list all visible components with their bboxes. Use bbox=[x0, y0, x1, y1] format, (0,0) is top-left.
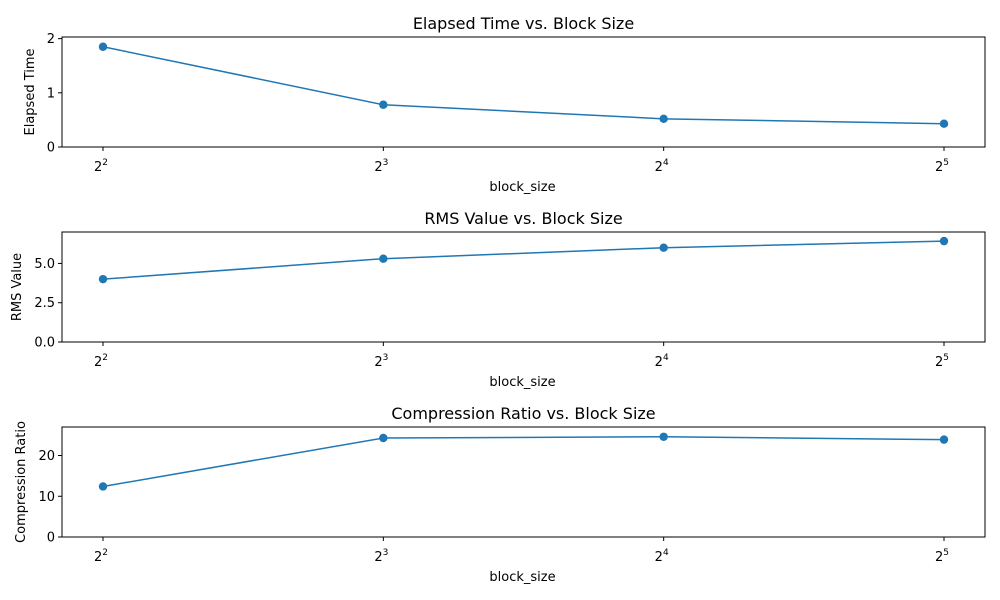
x-tick-label: 22 bbox=[94, 158, 108, 175]
data-point bbox=[98, 482, 108, 491]
chart-title: Elapsed Time vs. Block Size bbox=[413, 14, 634, 33]
data-point bbox=[939, 236, 949, 246]
y-tick-label: 5.0 bbox=[34, 257, 55, 272]
x-tick-label: 24 bbox=[655, 158, 669, 175]
data-point bbox=[939, 119, 949, 128]
x-tick-exponent: 2 bbox=[102, 353, 108, 363]
x-tick-exponent: 5 bbox=[943, 158, 949, 168]
x-tick-label: 23 bbox=[374, 353, 388, 370]
data-point bbox=[379, 100, 388, 109]
x-tick-base: 2 bbox=[655, 160, 663, 175]
x-tick-label: 22 bbox=[94, 353, 108, 370]
chart-title: Compression Ratio vs. Block Size bbox=[391, 404, 655, 423]
x-tick-base: 2 bbox=[655, 550, 663, 565]
x-tick-exponent: 5 bbox=[943, 548, 949, 558]
x-tick-base: 2 bbox=[655, 355, 663, 370]
data-point bbox=[98, 274, 108, 284]
axes-frame bbox=[61, 36, 986, 148]
x-tick-label: 23 bbox=[374, 158, 388, 175]
series-line bbox=[102, 46, 945, 125]
x-tick-label: 23 bbox=[374, 548, 388, 565]
data-point bbox=[98, 42, 108, 51]
y-axis-label: Compression Ratio bbox=[14, 421, 29, 543]
x-tick-label: 25 bbox=[935, 548, 949, 565]
y-tick-label: 0 bbox=[47, 141, 55, 156]
x-axis-label: block_size bbox=[489, 570, 555, 585]
x-tick-exponent: 2 bbox=[102, 548, 108, 558]
y-tick-label: 0 bbox=[47, 531, 55, 546]
data-point bbox=[659, 243, 668, 252]
x-tick-exponent: 4 bbox=[663, 548, 669, 558]
x-tick-label: 25 bbox=[935, 158, 949, 175]
x-tick-base: 2 bbox=[94, 550, 102, 565]
x-tick-label: 24 bbox=[655, 548, 669, 565]
x-tick-exponent: 3 bbox=[383, 158, 389, 168]
data-point bbox=[659, 432, 668, 441]
data-point bbox=[379, 254, 388, 263]
x-axis-label: block_size bbox=[489, 375, 555, 390]
series-line bbox=[102, 436, 945, 488]
x-tick-base: 2 bbox=[374, 550, 382, 565]
x-tick-base: 2 bbox=[935, 550, 943, 565]
y-tick-label: 10 bbox=[38, 490, 55, 505]
x-tick-base: 2 bbox=[935, 160, 943, 175]
data-point bbox=[379, 433, 388, 443]
x-tick-label: 24 bbox=[655, 353, 669, 370]
x-tick-exponent: 5 bbox=[943, 353, 949, 363]
x-tick-base: 2 bbox=[94, 160, 102, 175]
axes-frame bbox=[61, 231, 986, 343]
chart-title: RMS Value vs. Block Size bbox=[424, 209, 622, 228]
y-axis-label: RMS Value bbox=[10, 253, 25, 321]
x-tick-base: 2 bbox=[94, 355, 102, 370]
y-tick-label: 2 bbox=[47, 32, 55, 47]
x-tick-exponent: 4 bbox=[663, 158, 669, 168]
x-tick-exponent: 3 bbox=[383, 353, 389, 363]
y-tick-label: 2.5 bbox=[34, 296, 55, 311]
x-tick-exponent: 2 bbox=[102, 158, 108, 168]
x-tick-label: 22 bbox=[94, 548, 108, 565]
x-tick-exponent: 4 bbox=[663, 353, 669, 363]
y-axis-label: Elapsed Time bbox=[23, 48, 38, 135]
x-tick-base: 2 bbox=[374, 160, 382, 175]
y-tick-label: 1 bbox=[47, 86, 55, 101]
data-point bbox=[659, 114, 668, 124]
x-axis-label: block_size bbox=[489, 180, 555, 195]
x-tick-label: 25 bbox=[935, 353, 949, 370]
x-tick-exponent: 3 bbox=[383, 548, 389, 558]
y-tick-label: 0.0 bbox=[34, 336, 55, 351]
series-line bbox=[102, 240, 945, 280]
axes-frame bbox=[61, 426, 986, 538]
x-tick-base: 2 bbox=[374, 355, 382, 370]
y-tick-label: 20 bbox=[38, 449, 55, 464]
data-point bbox=[939, 435, 949, 444]
x-tick-base: 2 bbox=[935, 355, 943, 370]
